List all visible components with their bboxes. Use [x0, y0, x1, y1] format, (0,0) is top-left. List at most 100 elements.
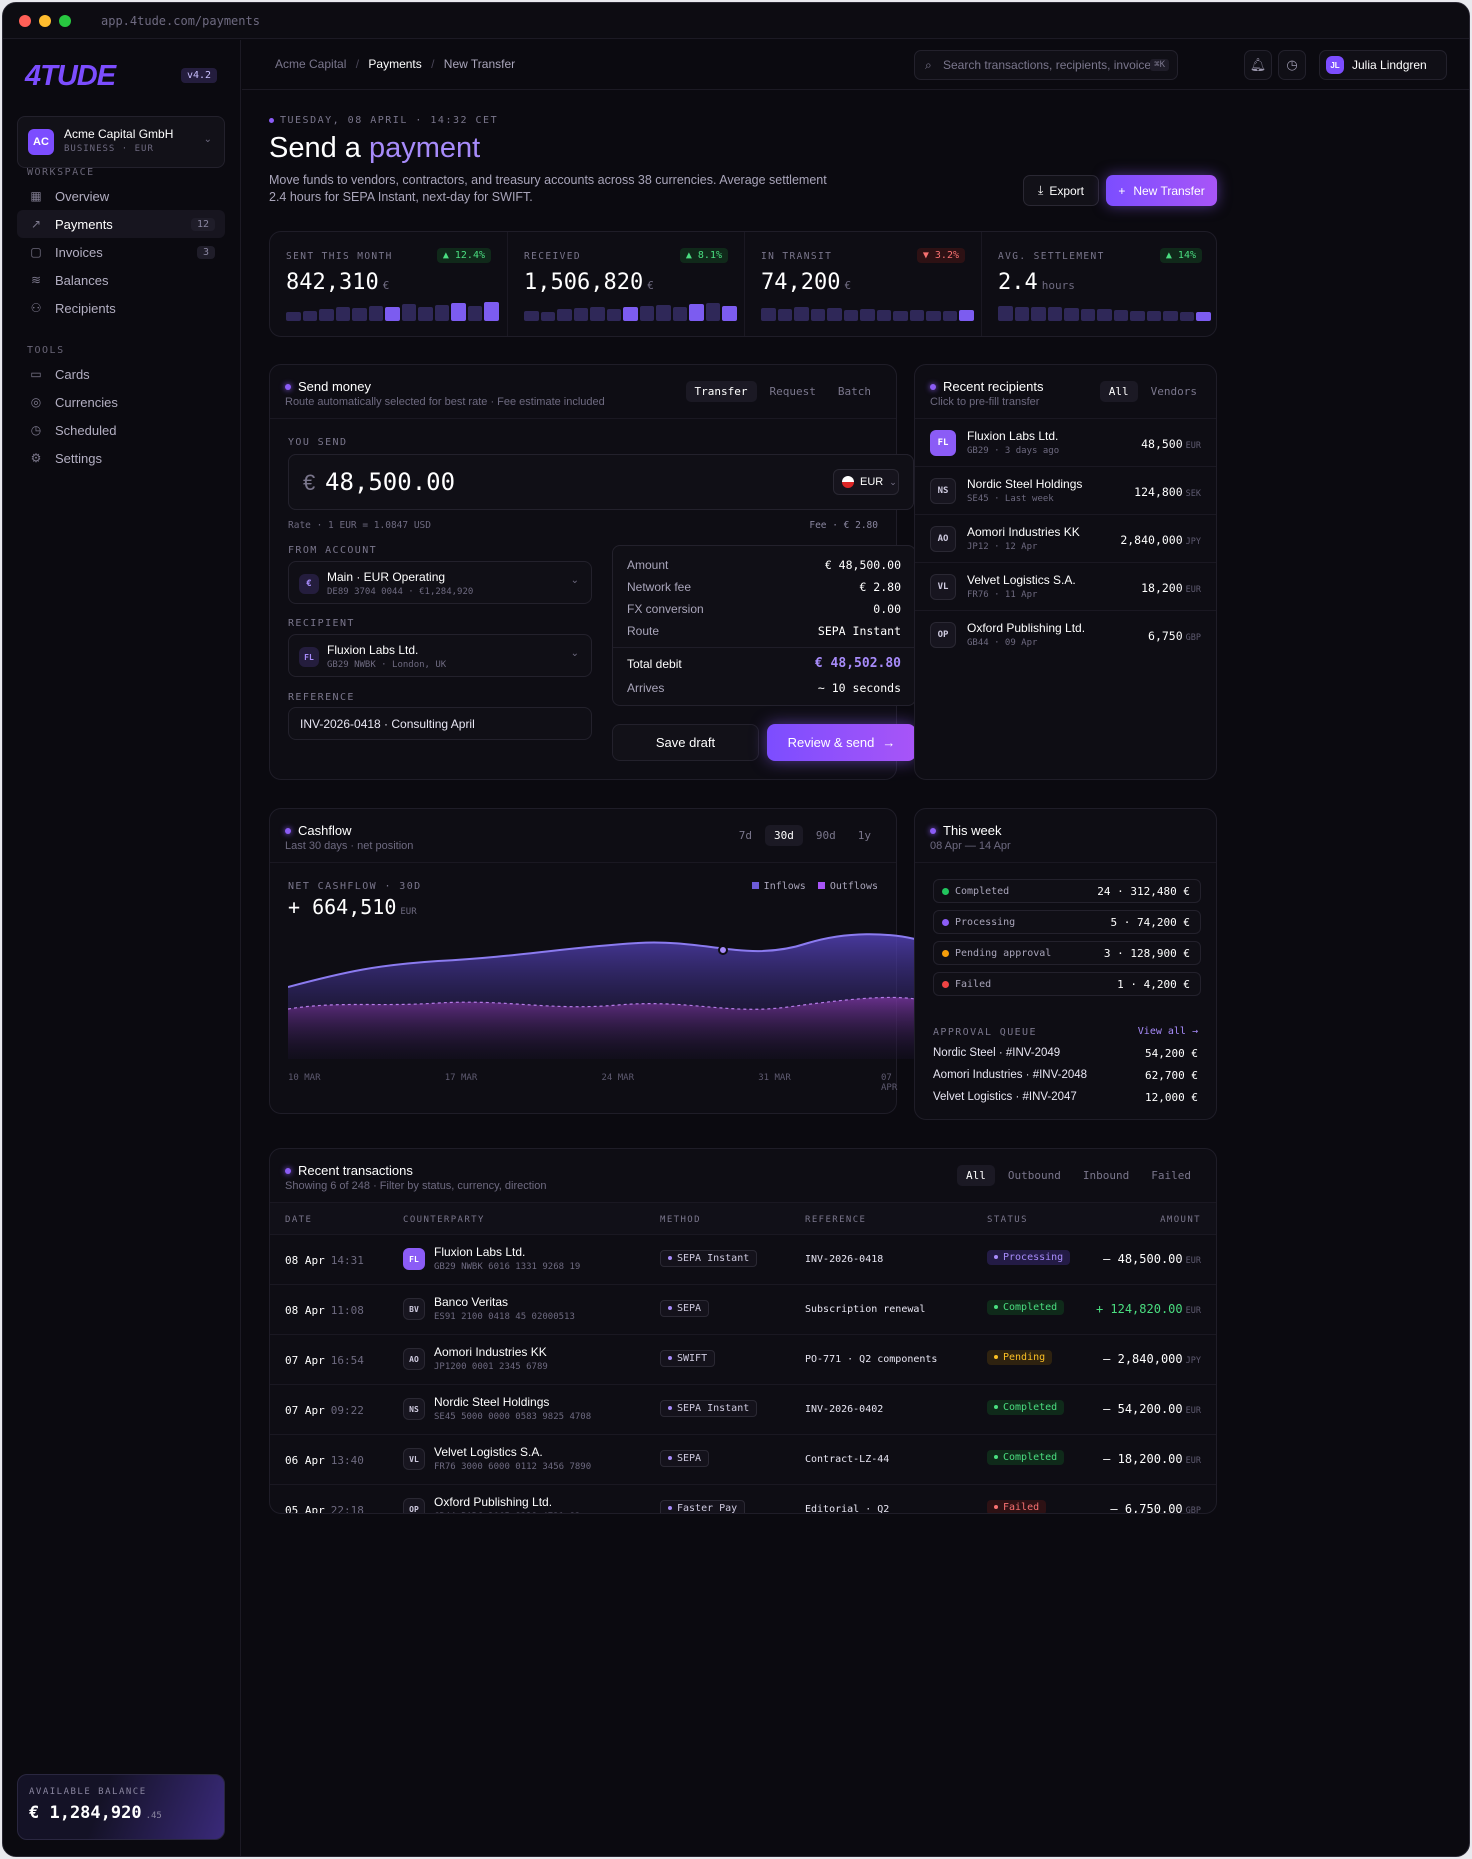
recipient-list-item[interactable]: VL Velvet Logistics S.A. FR76 · 11 Apr 18,2… — [915, 562, 1216, 610]
tab-all[interactable]: All — [957, 1165, 995, 1186]
status-summary-row[interactable]: Processing 5 · 74,200 € — [933, 910, 1201, 934]
tab-batch[interactable]: Batch — [837, 385, 871, 398]
approval-queue-item[interactable]: Aomori Industries · #INV-2048 — [933, 1069, 1088, 1081]
column-header[interactable]: METHOD — [660, 1215, 701, 1225]
send-money-card: Send money Route automatically selected … — [269, 364, 916, 780]
tab-90d[interactable]: 90d — [815, 829, 836, 842]
table-row[interactable]: 07 Apr 16:54 AO Aomori Industries KK JP1200 … — [270, 1334, 1216, 1384]
status-label: Completed — [955, 886, 1010, 897]
tab-vendors[interactable]: Vendors — [1150, 385, 1197, 398]
you-send-label: YOU SEND — [288, 437, 348, 448]
tab-transfer[interactable]: Transfer — [685, 381, 757, 402]
sidebar-item-payments[interactable]: ↗ Payments 12 — [17, 210, 225, 238]
breadcrumb-item[interactable]: Payments — [368, 57, 422, 71]
breadcrumb-item[interactable]: Acme Capital — [275, 57, 347, 71]
summary-label: Amount — [627, 558, 669, 572]
user-menu[interactable]: JL Julia Lindgren — [1319, 50, 1447, 80]
tab-7d[interactable]: 7d — [738, 829, 752, 842]
stat-sparkline-bar — [524, 311, 539, 321]
status-summary-row[interactable]: Failed 1 · 4,200 € — [933, 972, 1201, 996]
method-badge: SEPA Instant — [660, 1250, 758, 1267]
stat-card: AVG. SETTLEMENT ▲ 14% 2.4 hours — [981, 232, 1218, 336]
stat-sparkline-bar — [1047, 307, 1062, 321]
column-header[interactable]: DATE — [285, 1215, 313, 1225]
table-row[interactable]: 08 Apr 14:31 FL Fluxion Labs Ltd. GB29 NWBK … — [270, 1234, 1216, 1284]
tx-date: 05 Apr 22:18 — [285, 1504, 364, 1514]
stat-sparkline-bar — [335, 307, 350, 321]
tab-outbound[interactable]: Outbound — [1007, 1169, 1061, 1182]
reference-input[interactable]: INV-2026-0418 · Consulting April — [288, 707, 592, 740]
tab-request[interactable]: Request — [769, 385, 816, 398]
recent-recipients-card: Recent recipients Click to pre-fill tran… — [914, 364, 1217, 780]
new-transfer-button[interactable]: + New Transfer — [1106, 175, 1217, 206]
tab-1y[interactable]: 1y — [857, 829, 871, 842]
sidebar-item-scheduled[interactable]: ◷ Scheduled — [17, 416, 225, 444]
sidebar-item-balances[interactable]: ≋ Balances — [17, 266, 225, 294]
currency-select[interactable]: EUR ⌄ — [833, 469, 899, 495]
table-row[interactable]: 06 Apr 13:40 VL Velvet Logistics S.A. FR76 3… — [270, 1434, 1216, 1484]
counterparty-iban: GB44 BARC 2065 8338 4721 82 — [434, 1512, 580, 1513]
recipient-select[interactable]: FL Fluxion Labs Ltd. GB29 NWBK · London,… — [288, 634, 592, 677]
counterparty-avatar: AO — [403, 1348, 425, 1370]
tx-reference: Contract-LZ-44 — [805, 1454, 890, 1465]
status-summary-row[interactable]: Completed 24 · 312,480 € — [933, 879, 1201, 903]
sidebar-item-cards[interactable]: ▭ Cards — [17, 360, 225, 388]
approval-queue-item[interactable]: Nordic Steel · #INV-2049 — [933, 1047, 1061, 1059]
close-window-button[interactable] — [19, 14, 31, 27]
tx-reference: INV-2026-0402 — [805, 1404, 884, 1415]
sidebar-item-invoices[interactable]: ▢ Invoices 3 — [17, 238, 225, 266]
recipient-meta: GB29 · 3 days ago — [967, 446, 1060, 456]
sidebar-item-label: Balances — [55, 272, 109, 288]
sidebar-item-label: Recipients — [55, 300, 116, 316]
status-summary-row[interactable]: Pending approval 3 · 128,900 € — [933, 941, 1201, 965]
export-button[interactable]: ⤓ Export — [1023, 175, 1099, 206]
status-badge: Completed — [987, 1400, 1065, 1415]
notifications-button[interactable]: 🔔︎ — [1244, 50, 1272, 80]
approval-queue-item[interactable]: Velvet Logistics · #INV-2047 — [933, 1091, 1077, 1103]
counterparty-avatar: BV — [403, 1298, 425, 1320]
send-amount-input[interactable]: € 48,500.00 EUR ⌄ — [288, 454, 914, 510]
column-header[interactable]: AMOUNT — [1160, 1215, 1201, 1225]
recipient-list-item[interactable]: FL Fluxion Labs Ltd. GB29 · 3 days ago 48,5… — [915, 418, 1216, 466]
sidebar-item-currencies[interactable]: ◎ Currencies — [17, 388, 225, 416]
save-draft-button[interactable]: Save draft — [612, 724, 759, 761]
search-input[interactable]: ⌕ Search transactions, recipients, invoi… — [914, 50, 1178, 80]
counterparty-iban: GB29 NWBK 6016 1331 9268 19 — [434, 1262, 581, 1272]
column-header[interactable]: COUNTERPARTY — [403, 1215, 485, 1225]
column-header[interactable]: STATUS — [987, 1215, 1028, 1225]
available-balance-card[interactable]: AVAILABLE BALANCE € 1,284,920.45 — [17, 1774, 225, 1840]
sidebar-item-settings[interactable]: ⚙ Settings — [17, 444, 225, 472]
brand-logo[interactable]: 4TUDE — [25, 60, 116, 92]
stat-sparkline-bar — [557, 309, 572, 321]
tab-inbound[interactable]: Inbound — [1082, 1169, 1130, 1182]
sidebar-item-recipients[interactable]: ⚇ Recipients — [17, 294, 225, 322]
maximize-window-button[interactable] — [59, 14, 71, 27]
recipient-list-item[interactable]: OP Oxford Publishing Ltd. GB44 · 09 Apr 6,7… — [915, 610, 1216, 658]
page-description: Move funds to vendors, contractors, and … — [269, 173, 827, 204]
tab-failed[interactable]: Failed — [1151, 1169, 1191, 1182]
recipient-name: Fluxion Labs Ltd. — [967, 429, 1059, 443]
table-row[interactable]: 07 Apr 09:22 NS Nordic Steel Holdings SE45 5… — [270, 1384, 1216, 1434]
table-row[interactable]: 08 Apr 11:08 BV Banco Veritas ES91 2100 0418… — [270, 1284, 1216, 1334]
recent-recipients-title: Recent recipients — [930, 379, 1043, 394]
transaction-filter-tabs: All Outbound Inbound Failed — [957, 1165, 1200, 1186]
sidebar-item-overview[interactable]: ▦ Overview — [17, 182, 225, 210]
view-all-link[interactable]: View all → — [1137, 1026, 1198, 1037]
org-avatar: AC — [28, 129, 54, 155]
stat-sparkline-bar — [959, 310, 974, 321]
from-account-select[interactable]: € Main · EUR Operating DE89 3704 0044 · … — [288, 561, 592, 604]
review-send-button[interactable]: Review & send → — [767, 724, 916, 761]
minimize-window-button[interactable] — [39, 14, 51, 27]
flag-icon — [842, 476, 854, 488]
history-button[interactable]: ◷ — [1278, 50, 1306, 80]
stat-sparkline-bar — [1196, 312, 1211, 321]
address-url[interactable]: app.4tude.com/payments — [101, 13, 260, 28]
organization-switcher[interactable]: AC Acme Capital GmbH BUSINESS · EUR ⌄ — [17, 116, 225, 168]
tab-30d[interactable]: 30d — [765, 825, 803, 846]
recipient-list-item[interactable]: AO Aomori Industries KK JP12 · 12 Apr 2,840… — [915, 514, 1216, 562]
tab-all[interactable]: All — [1099, 381, 1138, 402]
column-header[interactable]: REFERENCE — [805, 1215, 867, 1225]
recipient-list-item[interactable]: NS Nordic Steel Holdings SE45 · Last week 1… — [915, 466, 1216, 514]
stat-sparkline-bar — [368, 306, 383, 321]
